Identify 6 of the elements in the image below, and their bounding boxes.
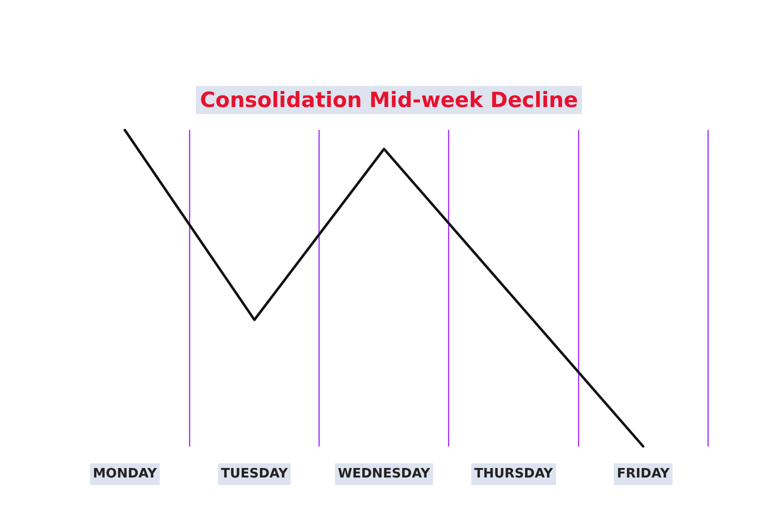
x-tick-label: FRIDAY: [616, 466, 670, 482]
x-tick-label: TUESDAY: [221, 466, 288, 482]
chart-title: Consolidation Mid-week Decline: [196, 86, 582, 114]
x-tick-label: MONDAY: [92, 466, 158, 482]
x-tick-label: WEDNESDAY: [338, 466, 431, 482]
x-tick-label: THURSDAY: [474, 466, 554, 482]
